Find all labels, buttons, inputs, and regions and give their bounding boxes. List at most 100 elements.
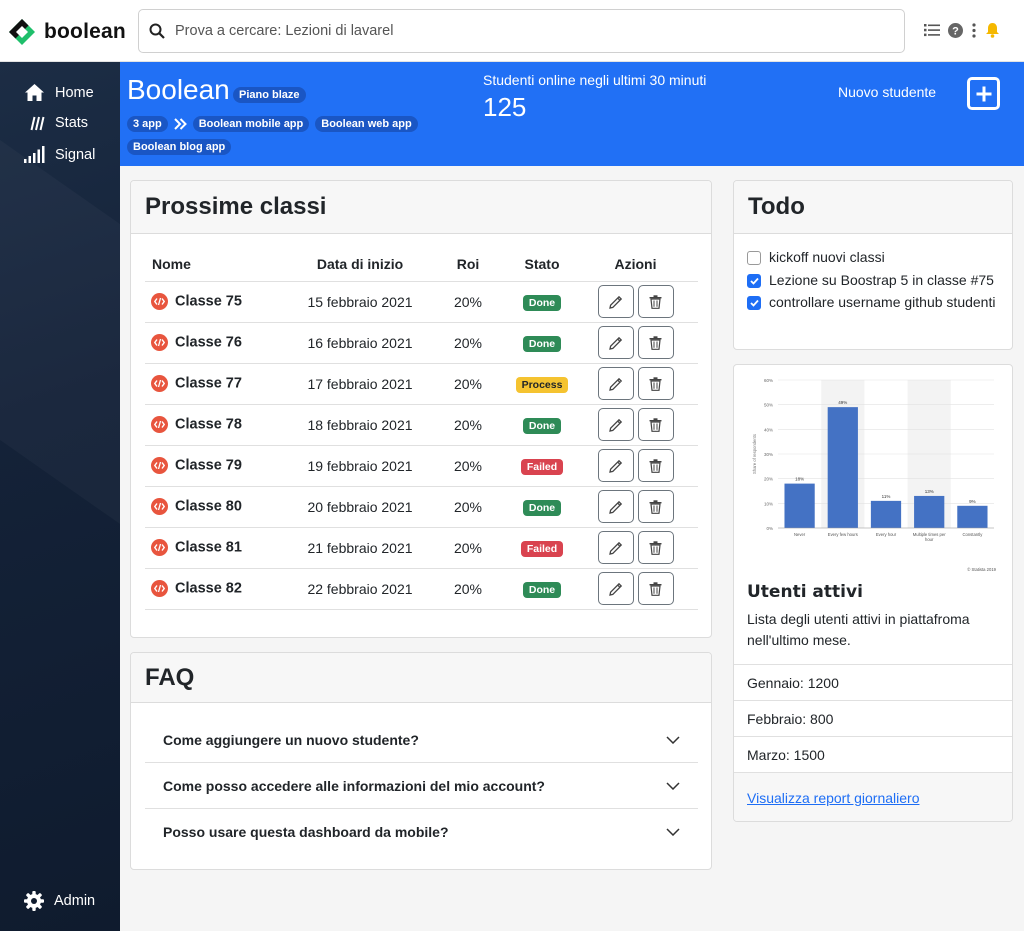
chart-y-tick-label: 0%	[766, 526, 773, 531]
signal-icon	[24, 146, 45, 163]
edit-button[interactable]	[597, 531, 634, 564]
trash-icon	[649, 376, 662, 391]
kebab-menu-icon[interactable]	[971, 22, 977, 38]
active-users-card: 0% 10% 20% 30% 40% 50% 60% Share of respondents…	[733, 364, 1013, 822]
edit-button[interactable]	[597, 572, 634, 605]
class-name: Classe 76	[175, 334, 242, 351]
todo-checkbox[interactable]	[747, 296, 761, 310]
todo-label: controllare username github studenti	[769, 294, 996, 310]
class-name: Classe 80	[175, 498, 242, 515]
todo-checkbox[interactable]	[747, 274, 761, 288]
delete-button[interactable]	[637, 572, 674, 605]
trash-icon	[649, 294, 662, 309]
chevron-down-icon	[666, 828, 680, 836]
trash-icon	[649, 458, 662, 473]
pencil-icon	[608, 295, 622, 309]
chart-bar	[914, 495, 945, 528]
status-badge: Process	[515, 376, 569, 393]
chart-y-axis-label: Share of respondents	[752, 434, 757, 474]
todo-item[interactable]: Lezione su Boostrap 5 in classe #75	[747, 270, 1007, 291]
status-badge: Done	[522, 335, 562, 352]
svg-text:?: ?	[952, 25, 959, 37]
faq-item[interactable]: Come posso accedere alle informazioni de…	[145, 763, 698, 809]
class-roi: 20%	[425, 527, 511, 569]
faq-item[interactable]: Posso usare questa dashboard da mobile?	[145, 809, 698, 855]
class-start-date: 15 febbraio 2021	[295, 281, 425, 323]
chart-y-tick-label: 40%	[764, 427, 773, 432]
table-row: Classe 79 19 febbraio 2021 20% Failed	[145, 445, 698, 487]
sidebar-item-signal[interactable]: Signal	[24, 146, 95, 163]
edit-button[interactable]	[597, 449, 634, 482]
edit-button[interactable]	[597, 326, 634, 359]
edit-button[interactable]	[597, 285, 634, 318]
class-name: Classe 75	[175, 293, 242, 310]
brand-name: boolean	[44, 20, 126, 43]
pencil-icon	[608, 459, 622, 473]
classes-card: Prossime classi Nome Data di inizio Roi …	[130, 180, 712, 638]
hero-banner: Boolean Piano blaze 3 app Boolean mobile…	[120, 62, 1024, 166]
delete-button[interactable]	[637, 490, 674, 523]
app-badge[interactable]: Boolean web app	[315, 116, 418, 132]
class-start-date: 22 febbraio 2021	[295, 568, 425, 610]
sidebar: Home Stats Signal	[0, 62, 120, 931]
table-row: Classe 78 18 febbraio 2021 20% Done	[145, 404, 698, 446]
chevron-down-icon	[666, 781, 680, 790]
class-start-date: 19 febbraio 2021	[295, 445, 425, 487]
delete-button[interactable]	[637, 326, 674, 359]
add-student-button[interactable]	[967, 77, 1000, 110]
bell-icon[interactable]	[985, 22, 1000, 38]
sidebar-item-admin[interactable]: Admin	[24, 891, 95, 911]
class-name: Classe 79	[175, 457, 242, 474]
classes-card-title: Prossime classi	[131, 181, 711, 234]
daily-report-link[interactable]: Visualizza report giornaliero	[747, 789, 920, 806]
chart-data-label: 13%	[925, 489, 934, 494]
faq-question: Posso usare questa dashboard da mobile?	[163, 824, 449, 840]
table-header-row: Nome Data di inizio Roi Stato Azioni	[145, 247, 698, 282]
todo-card: Todo kickoff nuovi classi Lezione su Boos…	[733, 180, 1013, 350]
online-students-label: Studenti online negli ultimi 30 minuti	[483, 72, 707, 88]
chart-bar	[870, 500, 902, 528]
col-start-header: Data di inizio	[295, 247, 425, 282]
class-start-date: 20 febbraio 2021	[295, 486, 425, 528]
edit-button[interactable]	[597, 490, 634, 523]
delete-button[interactable]	[637, 449, 674, 482]
delete-button[interactable]	[637, 408, 674, 441]
delete-button[interactable]	[637, 531, 674, 564]
list-item: Gennaio: 1200	[734, 664, 1012, 700]
todo-item[interactable]: controllare username github studenti	[747, 292, 1007, 313]
chart-y-tick-label: 10%	[764, 501, 773, 506]
list-icon[interactable]	[924, 23, 940, 37]
chart-x-tick-label: hour	[925, 537, 934, 542]
todo-checkbox[interactable]	[747, 251, 761, 265]
help-icon[interactable]: ?	[948, 22, 963, 38]
chart-data-label: 49%	[838, 400, 847, 405]
app-badge[interactable]: Boolean blog app	[127, 139, 232, 155]
boolean-logo-icon	[9, 19, 35, 45]
pencil-icon	[608, 582, 622, 596]
chart-x-tick-label: Every few hours	[828, 532, 858, 537]
sidebar-item-home[interactable]: Home	[24, 83, 94, 102]
faq-item[interactable]: Come aggiungere un nuovo studente?	[145, 717, 698, 763]
trash-icon	[649, 335, 662, 350]
app-badge[interactable]: Boolean mobile app	[192, 116, 310, 132]
col-roi-header: Roi	[425, 247, 511, 282]
edit-button[interactable]	[597, 367, 634, 400]
list-item: Febbraio: 800	[734, 700, 1012, 736]
delete-button[interactable]	[637, 367, 674, 400]
todo-card-title: Todo	[734, 181, 1012, 234]
sidebar-item-stats[interactable]: Stats	[30, 115, 88, 131]
table-row: Classe 82 22 febbraio 2021 20% Done	[145, 568, 698, 610]
trash-icon	[649, 581, 662, 596]
pencil-icon	[608, 500, 622, 514]
col-actions-header: Azioni	[573, 247, 698, 282]
search-bar[interactable]	[138, 9, 905, 53]
class-roi: 20%	[425, 445, 511, 487]
todo-item[interactable]: kickoff nuovi classi	[747, 247, 1007, 268]
brand-logo[interactable]: boolean	[8, 18, 126, 46]
search-input[interactable]	[175, 23, 775, 39]
edit-button[interactable]	[597, 408, 634, 441]
class-start-date: 18 febbraio 2021	[295, 404, 425, 446]
delete-button[interactable]	[637, 285, 674, 318]
code-icon	[151, 498, 168, 515]
online-students-count: 125	[483, 92, 527, 122]
